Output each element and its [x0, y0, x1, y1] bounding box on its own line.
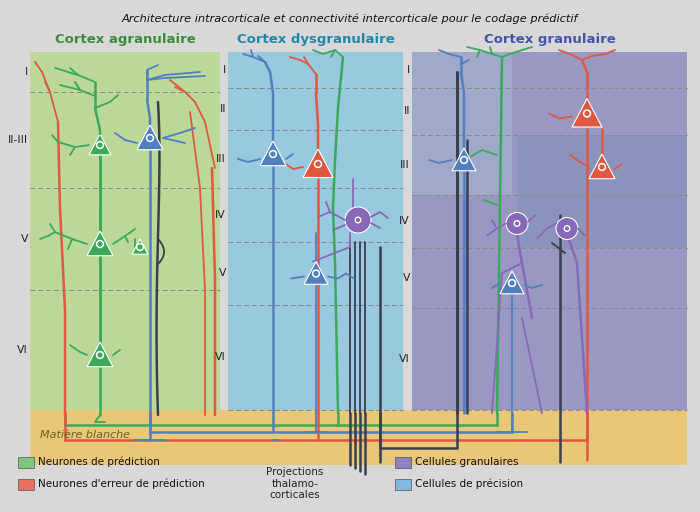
Bar	[395, 479, 411, 490]
Circle shape	[566, 227, 568, 230]
Bar	[228, 52, 403, 410]
Circle shape	[316, 162, 320, 166]
Text: VI: VI	[216, 352, 226, 362]
Circle shape	[97, 141, 104, 148]
Text: IV: IV	[399, 217, 410, 226]
Circle shape	[462, 158, 466, 162]
Circle shape	[514, 221, 520, 226]
Polygon shape	[87, 231, 113, 255]
Text: II-III: II-III	[8, 135, 28, 145]
Circle shape	[508, 280, 515, 287]
Bar	[517, 135, 687, 248]
Circle shape	[564, 226, 570, 231]
Text: III: III	[216, 154, 226, 164]
Polygon shape	[303, 149, 333, 178]
Polygon shape	[500, 271, 524, 294]
Text: I: I	[223, 65, 226, 75]
Text: Cellules granulaires: Cellules granulaires	[415, 457, 519, 467]
Circle shape	[312, 270, 319, 277]
Text: V: V	[218, 268, 226, 279]
Text: Cellules de précision: Cellules de précision	[415, 479, 523, 489]
Text: VI: VI	[18, 345, 28, 355]
Text: II: II	[220, 104, 226, 114]
Circle shape	[314, 160, 321, 167]
Text: I: I	[25, 67, 28, 77]
Circle shape	[356, 219, 359, 221]
Circle shape	[600, 165, 604, 169]
Polygon shape	[260, 141, 286, 166]
Circle shape	[98, 353, 102, 357]
Circle shape	[146, 135, 153, 141]
Circle shape	[556, 218, 578, 240]
Polygon shape	[137, 125, 163, 150]
Polygon shape	[87, 342, 113, 367]
Circle shape	[598, 163, 606, 170]
Text: Cortex granulaire: Cortex granulaire	[484, 33, 615, 46]
Polygon shape	[572, 98, 602, 127]
Circle shape	[148, 136, 152, 140]
Circle shape	[97, 241, 104, 247]
Circle shape	[506, 212, 528, 234]
Circle shape	[585, 112, 589, 115]
Text: Neurones d'erreur de prédiction: Neurones d'erreur de prédiction	[38, 479, 204, 489]
Text: III: III	[400, 160, 410, 170]
Text: II: II	[403, 106, 410, 117]
Text: V: V	[20, 234, 28, 244]
Circle shape	[138, 245, 142, 249]
Bar	[30, 410, 687, 465]
Circle shape	[98, 242, 102, 246]
Circle shape	[355, 217, 360, 223]
Circle shape	[516, 222, 519, 225]
Circle shape	[270, 151, 276, 158]
Text: VI: VI	[399, 354, 410, 364]
Bar	[30, 52, 220, 410]
Polygon shape	[132, 239, 148, 254]
Circle shape	[345, 207, 371, 233]
Circle shape	[314, 271, 318, 275]
Text: I: I	[407, 65, 410, 75]
Text: V: V	[402, 273, 410, 283]
Bar	[395, 457, 411, 468]
Text: Projections
thalamo-
corticales: Projections thalamo- corticales	[266, 467, 323, 500]
Circle shape	[510, 281, 514, 285]
Text: Architecture intracorticale et connectivité intercorticale pour le codage prédic: Architecture intracorticale et connectiv…	[122, 13, 578, 24]
Polygon shape	[89, 134, 111, 155]
Text: Cortex agranulaire: Cortex agranulaire	[55, 33, 195, 46]
Text: IV: IV	[216, 210, 226, 220]
Bar	[412, 52, 512, 195]
Text: Matière blanche: Matière blanche	[40, 430, 130, 440]
Circle shape	[136, 244, 144, 250]
Text: Neurones de prédiction: Neurones de prédiction	[38, 457, 160, 467]
Circle shape	[97, 352, 104, 358]
Bar	[18, 457, 34, 468]
Circle shape	[461, 157, 468, 163]
Bar	[412, 52, 687, 410]
Circle shape	[584, 110, 591, 117]
Polygon shape	[452, 148, 476, 171]
Polygon shape	[589, 154, 615, 179]
Text: Cortex dysgranulaire: Cortex dysgranulaire	[237, 33, 394, 46]
Circle shape	[271, 152, 275, 156]
Polygon shape	[304, 262, 328, 284]
Bar	[18, 479, 34, 490]
Circle shape	[98, 143, 102, 147]
